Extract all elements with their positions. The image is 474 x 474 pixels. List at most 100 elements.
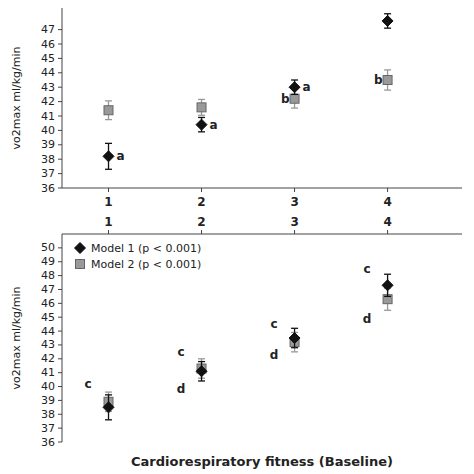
legend-label: Model 2 (p < 0.001) <box>91 258 201 271</box>
error-bar-cap <box>105 391 112 392</box>
legend-swatch <box>75 243 86 254</box>
error-bar-cap <box>384 28 391 29</box>
point <box>196 119 207 130</box>
axes: 3637383940414243444546471234 <box>41 8 462 209</box>
y-tick <box>58 29 62 30</box>
error-bar-cap <box>291 347 298 348</box>
error-bar-cap <box>105 169 112 170</box>
point <box>382 15 393 26</box>
point <box>197 103 206 112</box>
x-tick-label: 4 <box>383 215 391 229</box>
y-tick <box>58 159 62 160</box>
y-tick <box>58 144 62 145</box>
x-tick <box>387 188 388 192</box>
point <box>290 94 299 103</box>
plot: 3637383940414243444546474849501234vo2max… <box>10 215 463 469</box>
y-tick-label: 46 <box>41 38 55 51</box>
error-bar-cap <box>291 79 298 80</box>
y-axis-line <box>62 8 63 188</box>
y-tick-label: 40 <box>41 124 55 137</box>
y-tick <box>58 289 62 290</box>
y-tick-label: 47 <box>41 23 55 36</box>
error-bar-cap <box>105 119 112 120</box>
y-tick-label: 50 <box>41 241 55 254</box>
error-bar-cap <box>198 115 205 116</box>
chart-container: 3637383940414243444546471234vo2max ml/kg… <box>0 0 474 474</box>
x-tick-label: 3 <box>290 215 298 229</box>
error-bar-cap <box>384 296 391 297</box>
annotation: c <box>84 377 91 391</box>
y-axis-line <box>62 234 63 442</box>
y-tick <box>58 317 62 318</box>
y-tick <box>58 400 62 401</box>
x-tick <box>201 230 202 234</box>
annotations: ccccddd <box>84 262 371 397</box>
point <box>103 151 114 162</box>
x-tick-label: 2 <box>197 215 205 229</box>
point <box>103 402 114 413</box>
annotation: c <box>271 317 278 331</box>
y-tick-label: 41 <box>41 366 55 379</box>
y-tick-label: 48 <box>41 269 55 282</box>
y-tick-label: 39 <box>41 138 55 151</box>
error-bar-cap <box>384 89 391 90</box>
annotation: c <box>364 262 371 276</box>
error-bar-cap <box>291 94 298 95</box>
y-tick <box>58 44 62 45</box>
y-tick <box>58 101 62 102</box>
y-tick <box>58 58 62 59</box>
legend-swatch <box>76 260 85 269</box>
y-tick-label: 49 <box>41 255 55 268</box>
y-tick-label: 36 <box>41 182 55 195</box>
y-tick <box>58 414 62 415</box>
y-tick-label: 41 <box>41 110 55 123</box>
y-tick <box>58 261 62 262</box>
annotation: d <box>177 382 186 396</box>
x-axis-line <box>62 188 462 189</box>
y-tick-label: 42 <box>41 95 55 108</box>
legend-label: Model 1 (p < 0.001) <box>91 242 201 255</box>
series <box>104 288 392 411</box>
x-tick-label: 1 <box>104 195 112 209</box>
error-bar-cap <box>291 107 298 108</box>
y-tick <box>58 87 62 88</box>
y-tick <box>58 386 62 387</box>
marks <box>103 14 393 170</box>
legend: Model 1 (p < 0.001) Model 2 (p < 0.001) <box>75 242 202 271</box>
error-bar-cap <box>198 131 205 132</box>
y-tick-label: 47 <box>41 283 55 296</box>
y-tick <box>58 303 62 304</box>
y-tick-label: 37 <box>41 167 55 180</box>
series <box>104 70 392 120</box>
y-tick-label: 36 <box>41 436 55 449</box>
y-tick <box>58 331 62 332</box>
point <box>289 82 300 93</box>
y-tick-label: 38 <box>41 153 55 166</box>
plot: 3637383940414243444546471234vo2max ml/kg… <box>10 8 463 209</box>
error-bar-cap <box>291 351 298 352</box>
x-tick <box>201 188 202 192</box>
annotation: d <box>363 312 372 326</box>
y-tick <box>58 358 62 359</box>
x-tick <box>294 230 295 234</box>
y-axis-label: vo2max ml/kg/min <box>10 286 23 389</box>
y-tick <box>58 130 62 131</box>
error-bar <box>198 99 205 115</box>
annotation: b <box>374 73 383 87</box>
y-tick-label: 45 <box>41 311 55 324</box>
x-tick-label: 4 <box>383 195 391 209</box>
error-bar-cap <box>384 274 391 275</box>
y-tick <box>58 344 62 345</box>
y-tick <box>58 372 62 373</box>
error-bar-cap <box>105 100 112 101</box>
annotation: a <box>117 149 125 163</box>
x-axis-line <box>62 234 462 235</box>
x-tick <box>294 188 295 192</box>
point <box>104 106 113 115</box>
y-tick <box>58 247 62 248</box>
y-tick-label: 40 <box>41 380 55 393</box>
series <box>103 274 393 420</box>
x-tick <box>108 188 109 192</box>
y-tick-label: 45 <box>41 52 55 65</box>
point <box>289 333 300 344</box>
